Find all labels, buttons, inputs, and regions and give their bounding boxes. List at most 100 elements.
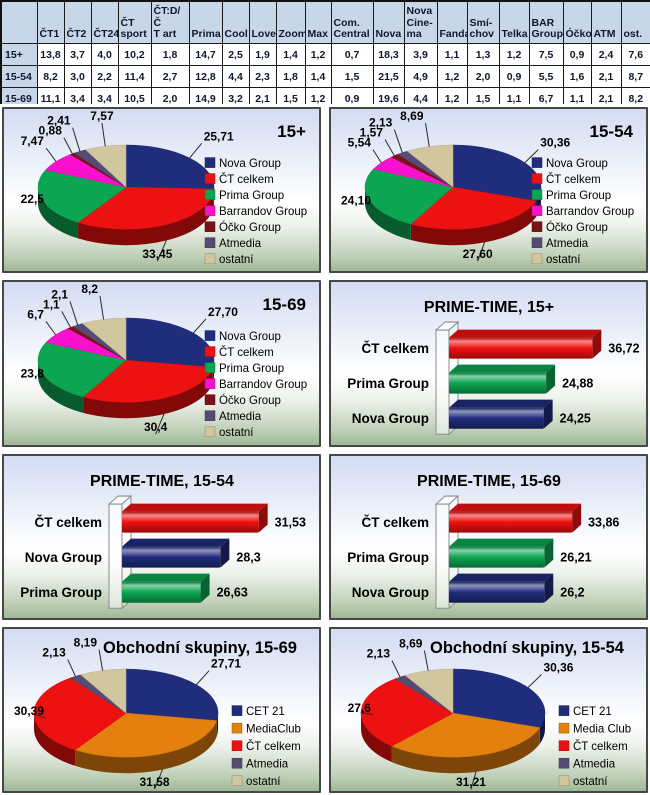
bar-value-label: 26,63 — [217, 585, 248, 599]
bar-category-label: Prima Group — [347, 550, 429, 565]
label-leader-line — [391, 660, 401, 678]
share-cell: 7,5 — [528, 43, 564, 66]
panel-pie-obchodni-15-69: 27,71 31,58 30,39 2,13 8,19 Obchodní skupiny,… — [2, 626, 321, 793]
pie-slice-side — [391, 727, 540, 773]
pie-slice — [85, 144, 127, 188]
row-label: 15-54 — [0, 65, 38, 88]
pie-value-label: 2,13 — [42, 645, 66, 659]
label-leader-line — [189, 143, 203, 159]
column-header: ČT1 — [36, 0, 65, 44]
pie-value-label: 25,71 — [204, 129, 234, 143]
pie-value-label: 30,4 — [144, 420, 168, 434]
legend-swatch — [531, 189, 543, 200]
label-leader-line — [470, 771, 477, 790]
label-leader-line — [99, 296, 105, 320]
share-cell: 12,8 — [188, 65, 223, 88]
share-cell: 4,0 — [90, 43, 119, 66]
pie-slice-side — [410, 201, 537, 246]
legend-swatch — [204, 189, 216, 200]
share-cell: 21,5 — [372, 65, 405, 88]
label-leader-line — [477, 242, 486, 262]
table-row: 15+ 13,8 3,7 4,0 10,2 1,8 14,7 2,5 1,9 1,4 1,2 0,7 1… — [0, 43, 650, 66]
share-cell: 1,2 — [498, 43, 530, 66]
panel-pie-15-69: 27,70 30,4 23,8 6,7 1,1 2,1 8,2 15-69 Nova Group… — [2, 280, 321, 447]
column-header: ost. — [620, 0, 650, 44]
pie-value-label: 2,1 — [51, 288, 68, 302]
label-leader-line — [527, 673, 542, 688]
share-cell: 8,7 — [620, 65, 650, 88]
label-leader-line — [67, 659, 76, 677]
legend-swatch — [558, 775, 570, 786]
column-header: Max — [304, 0, 332, 44]
legend-label: Media Club — [573, 723, 631, 735]
axis-wall-front — [108, 503, 123, 609]
chart-canvas: ČT celkem 31,53 Nova Group 28,3 Prima Group 2… — [20, 473, 306, 609]
share-cell: 4,9 — [403, 65, 438, 88]
audience-share-table: ČT1 ČT2 ČT24 ČT sport ČT:D/Č T art Prima Cool L… — [0, 0, 650, 111]
bar-end-face — [544, 538, 554, 568]
pie-slice — [74, 712, 218, 758]
pie-slice — [391, 712, 541, 758]
label-leader-line — [72, 127, 81, 152]
share-cell: 5,5 — [528, 65, 564, 88]
pie-value-label: 1,57 — [360, 126, 384, 140]
column-header: Com. Central — [330, 0, 374, 44]
label-leader-line — [45, 147, 57, 162]
legend-swatch — [204, 173, 216, 184]
legend-swatch — [531, 253, 543, 264]
pie-slice — [82, 360, 214, 403]
panel-pie-15-54: 30,36 27,60 24,10 5,54 1,57 2,13 8,69 15-54 Nova… — [329, 107, 648, 274]
pie-slice — [125, 144, 215, 190]
share-cell: 1,8 — [150, 43, 190, 66]
share-cell: 2,5 — [221, 43, 250, 66]
bar-category-label: ČT celkem — [362, 341, 429, 356]
legend-swatch — [204, 205, 216, 216]
pie-value-label: 6,7 — [27, 308, 44, 322]
share-cell: 2,0 — [466, 65, 500, 88]
label-leader-line — [393, 129, 403, 153]
legend-swatch — [204, 237, 216, 248]
legend-swatch — [558, 740, 570, 751]
share-cell: 4,4 — [221, 65, 250, 88]
legend-label: ostatní — [573, 776, 608, 788]
legend-swatch — [204, 426, 216, 438]
bar — [449, 546, 545, 568]
bar-top-face — [122, 503, 268, 512]
bar-value-label: 28,3 — [236, 550, 260, 564]
pie-value-label: 27,6 — [348, 700, 372, 714]
label-leader-line — [98, 649, 104, 671]
pie-value-label: 8,2 — [81, 282, 98, 296]
legend-label: Atmedia — [546, 238, 589, 250]
pie-value-label: 27,71 — [211, 656, 241, 670]
bar-top-face — [449, 503, 582, 512]
share-cell: 8,2 — [36, 65, 65, 88]
label-leader-line — [63, 137, 73, 154]
legend-swatch — [558, 705, 570, 716]
label-leader-line — [423, 650, 429, 671]
pie-slice — [82, 318, 127, 361]
label-leader-line — [101, 122, 106, 147]
pie-value-label: 30,36 — [540, 136, 570, 150]
legend-swatch — [204, 394, 216, 406]
pie-value-label: 27,70 — [208, 305, 238, 319]
legend-label: Atmedia — [219, 238, 262, 250]
bar-value-label: 36,72 — [608, 342, 639, 356]
bar — [449, 337, 593, 359]
column-header: ATM — [590, 0, 622, 44]
label-leader-line — [41, 198, 47, 207]
pie-value-label: 22,5 — [21, 192, 45, 206]
bar-end-face — [544, 573, 554, 603]
column-header: Nova — [372, 0, 405, 44]
bar-value-label: 24,88 — [562, 377, 593, 391]
label-leader-line — [33, 713, 47, 719]
pie-slice — [404, 668, 454, 714]
pie-value-label: 2,13 — [369, 116, 393, 130]
legend-label: ČT celkem — [219, 173, 274, 186]
legend-label: CET 21 — [246, 706, 285, 718]
legend-swatch — [531, 205, 543, 216]
label-leader-line — [524, 149, 539, 164]
column-header: Zoom — [275, 0, 306, 44]
pie-value-label: 27,60 — [463, 247, 493, 261]
chart-canvas: 30,36 27,60 24,10 5,541,572,13 8,69 15-54 Nova… — [341, 109, 634, 266]
share-cell: 7,6 — [620, 43, 650, 66]
